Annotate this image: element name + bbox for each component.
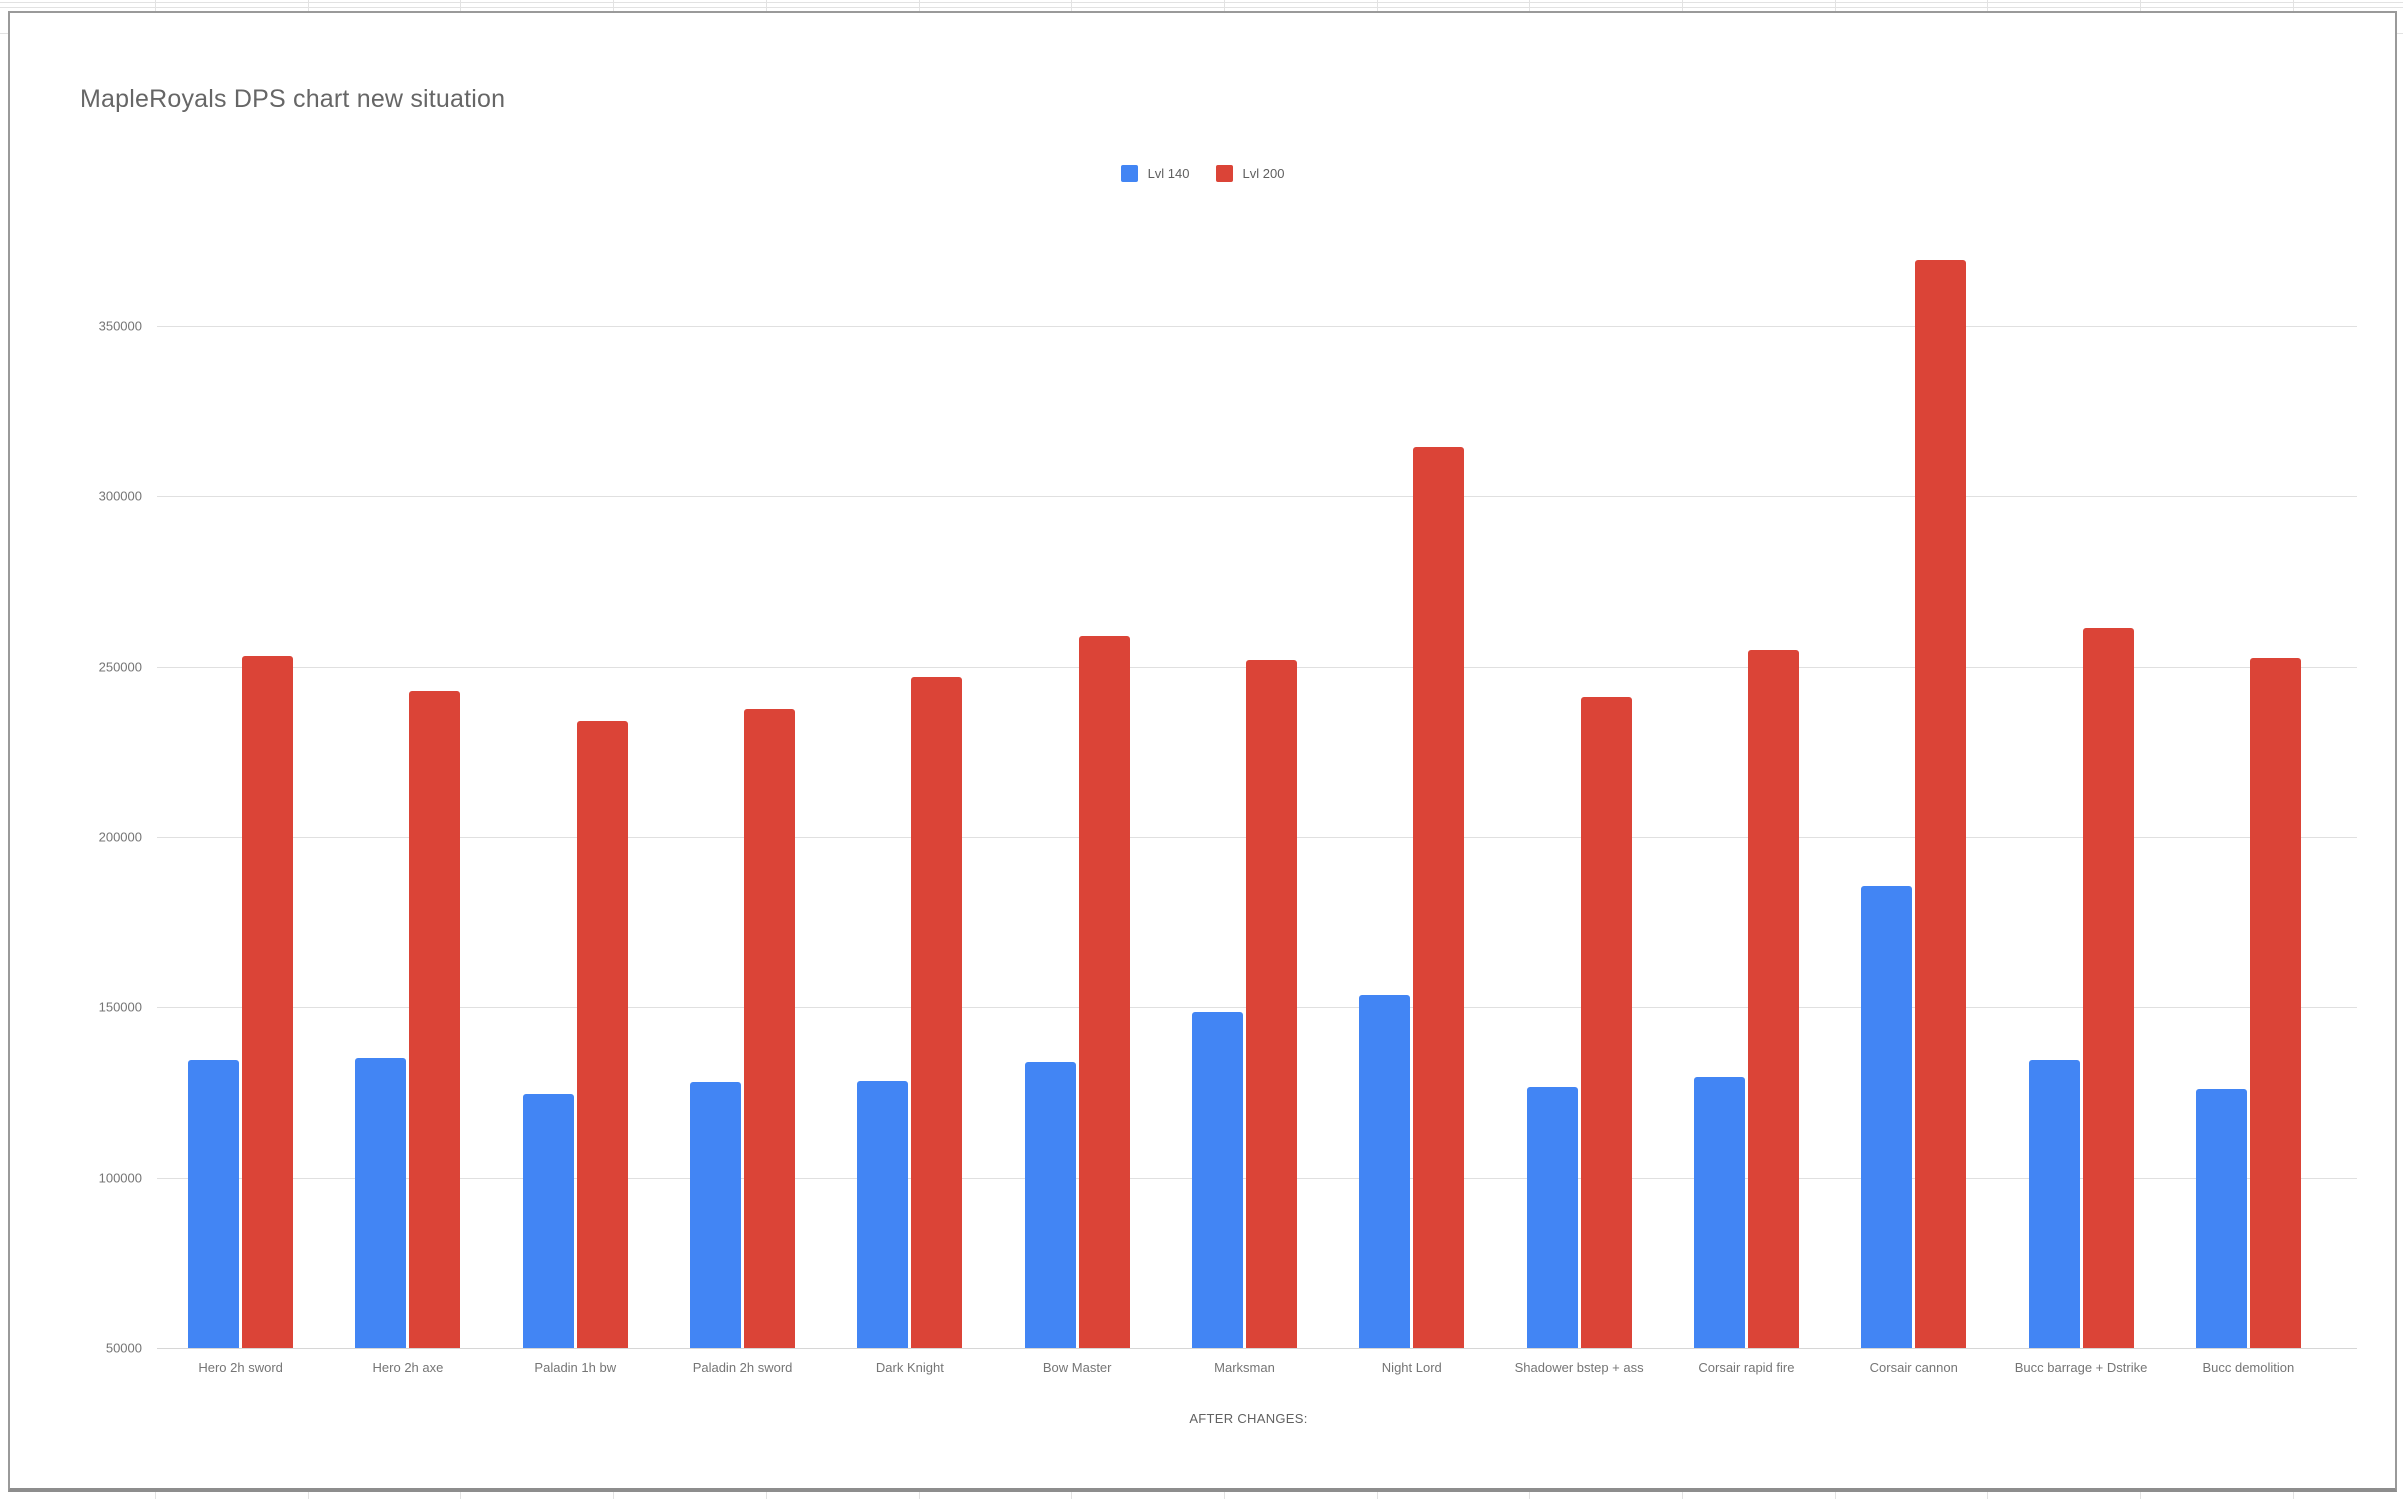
legend-label-lvl-140: Lvl 140 bbox=[1147, 166, 1190, 181]
x-category-label: Hero 2h sword bbox=[198, 1360, 283, 1375]
y-tick-label-300000: 300000 bbox=[98, 488, 142, 504]
sheet-row-gridline bbox=[0, 7, 2403, 8]
chart-legend: Lvl 140 Lvl 200 bbox=[10, 165, 2395, 182]
x-category-label: Bucc demolition bbox=[2202, 1360, 2295, 1375]
y-tick-label-100000: 100000 bbox=[98, 1170, 142, 1186]
bar-lvl-200-corsair-rapid-fire bbox=[1747, 649, 1799, 1348]
bar-lvl-200-paladin-1h-bw bbox=[576, 721, 628, 1348]
bar-lvl-140-marksman bbox=[1192, 1012, 1243, 1348]
x-category-label: Corsair rapid fire bbox=[1698, 1360, 1795, 1375]
x-category-label: Night Lord bbox=[1381, 1360, 1442, 1375]
legend-label-lvl-200: Lvl 200 bbox=[1242, 166, 1285, 181]
sheet-row-gridline bbox=[0, 2, 2403, 3]
y-tick-label-350000: 350000 bbox=[98, 318, 142, 334]
x-category-label: Bucc barrage + Dstrike bbox=[2014, 1360, 2148, 1375]
bar-lvl-200-shadower-bstep-ass bbox=[1580, 697, 1632, 1348]
bar-lvl-140-paladin-2h-sword bbox=[690, 1082, 742, 1348]
bar-lvl-140-bucc-demolition bbox=[2195, 1089, 2247, 1348]
bar-lvl-200-marksman bbox=[1246, 659, 1297, 1348]
bar-lvl-140-hero-2h-axe bbox=[355, 1058, 407, 1348]
bar-lvl-140-bucc-barrage-dstrike bbox=[2028, 1060, 2080, 1348]
bar-lvl-140-paladin-1h-bw bbox=[522, 1094, 574, 1348]
y-tick-label-150000: 150000 bbox=[98, 999, 142, 1015]
y-tick-label-250000: 250000 bbox=[98, 659, 142, 675]
legend-swatch-lvl-140 bbox=[1120, 165, 1138, 182]
bar-lvl-200-corsair-cannon bbox=[1915, 259, 1967, 1348]
bar-lvl-140-night-lord bbox=[1359, 995, 1411, 1348]
x-category-label: Dark Knight bbox=[875, 1360, 944, 1375]
x-category-label: Bow Master bbox=[1042, 1360, 1112, 1375]
plot-gridline-350000 bbox=[157, 326, 2357, 328]
bar-lvl-200-dark-knight bbox=[911, 676, 963, 1348]
x-category-label: Hero 2h axe bbox=[372, 1360, 444, 1375]
legend-swatch-lvl-200 bbox=[1215, 165, 1233, 182]
x-category-label: Marksman bbox=[1214, 1360, 1275, 1375]
bar-lvl-140-dark-knight bbox=[857, 1080, 909, 1348]
bar-lvl-140-shadower-bstep-ass bbox=[1526, 1087, 1578, 1348]
bar-lvl-140-hero-2h-sword bbox=[188, 1060, 240, 1348]
bar-lvl-200-paladin-2h-sword bbox=[744, 709, 796, 1348]
bar-lvl-140-bow-master bbox=[1024, 1061, 1076, 1348]
legend-item-lvl-140: Lvl 140 bbox=[1120, 165, 1190, 182]
bar-lvl-200-hero-2h-sword bbox=[242, 656, 294, 1348]
x-category-label: Paladin 2h sword bbox=[692, 1360, 793, 1375]
chart-card[interactable]: MapleRoyals DPS chart new situation Lvl … bbox=[8, 11, 2397, 1492]
chart-title: MapleRoyals DPS chart new situation bbox=[80, 85, 506, 113]
x-category-label: Paladin 1h bw bbox=[534, 1360, 617, 1375]
x-category-label: Shadower bstep + ass bbox=[1514, 1360, 1644, 1375]
bar-lvl-200-bow-master bbox=[1078, 636, 1130, 1348]
x-axis-title: AFTER CHANGES: bbox=[1189, 1411, 1308, 1426]
plot-gridline-50000 bbox=[157, 1348, 2357, 1349]
plot-area: 350000 300000 250000 200000 150000 100000 5000… bbox=[10, 13, 2395, 1488]
bar-lvl-200-bucc-demolition bbox=[2249, 658, 2301, 1348]
y-tick-label-200000: 200000 bbox=[98, 829, 142, 845]
bar-lvl-200-hero-2h-axe bbox=[409, 690, 461, 1348]
bar-lvl-200-bucc-barrage-dstrike bbox=[2082, 627, 2134, 1348]
plot-gridline-300000 bbox=[157, 496, 2357, 498]
y-tick-label-50000: 50000 bbox=[105, 1340, 142, 1356]
x-category-label: Corsair cannon bbox=[1869, 1360, 1958, 1375]
bar-lvl-140-corsair-cannon bbox=[1861, 886, 1913, 1348]
legend-item-lvl-200: Lvl 200 bbox=[1215, 165, 1285, 182]
bar-lvl-200-night-lord bbox=[1413, 446, 1465, 1348]
bar-lvl-140-corsair-rapid-fire bbox=[1693, 1077, 1745, 1348]
